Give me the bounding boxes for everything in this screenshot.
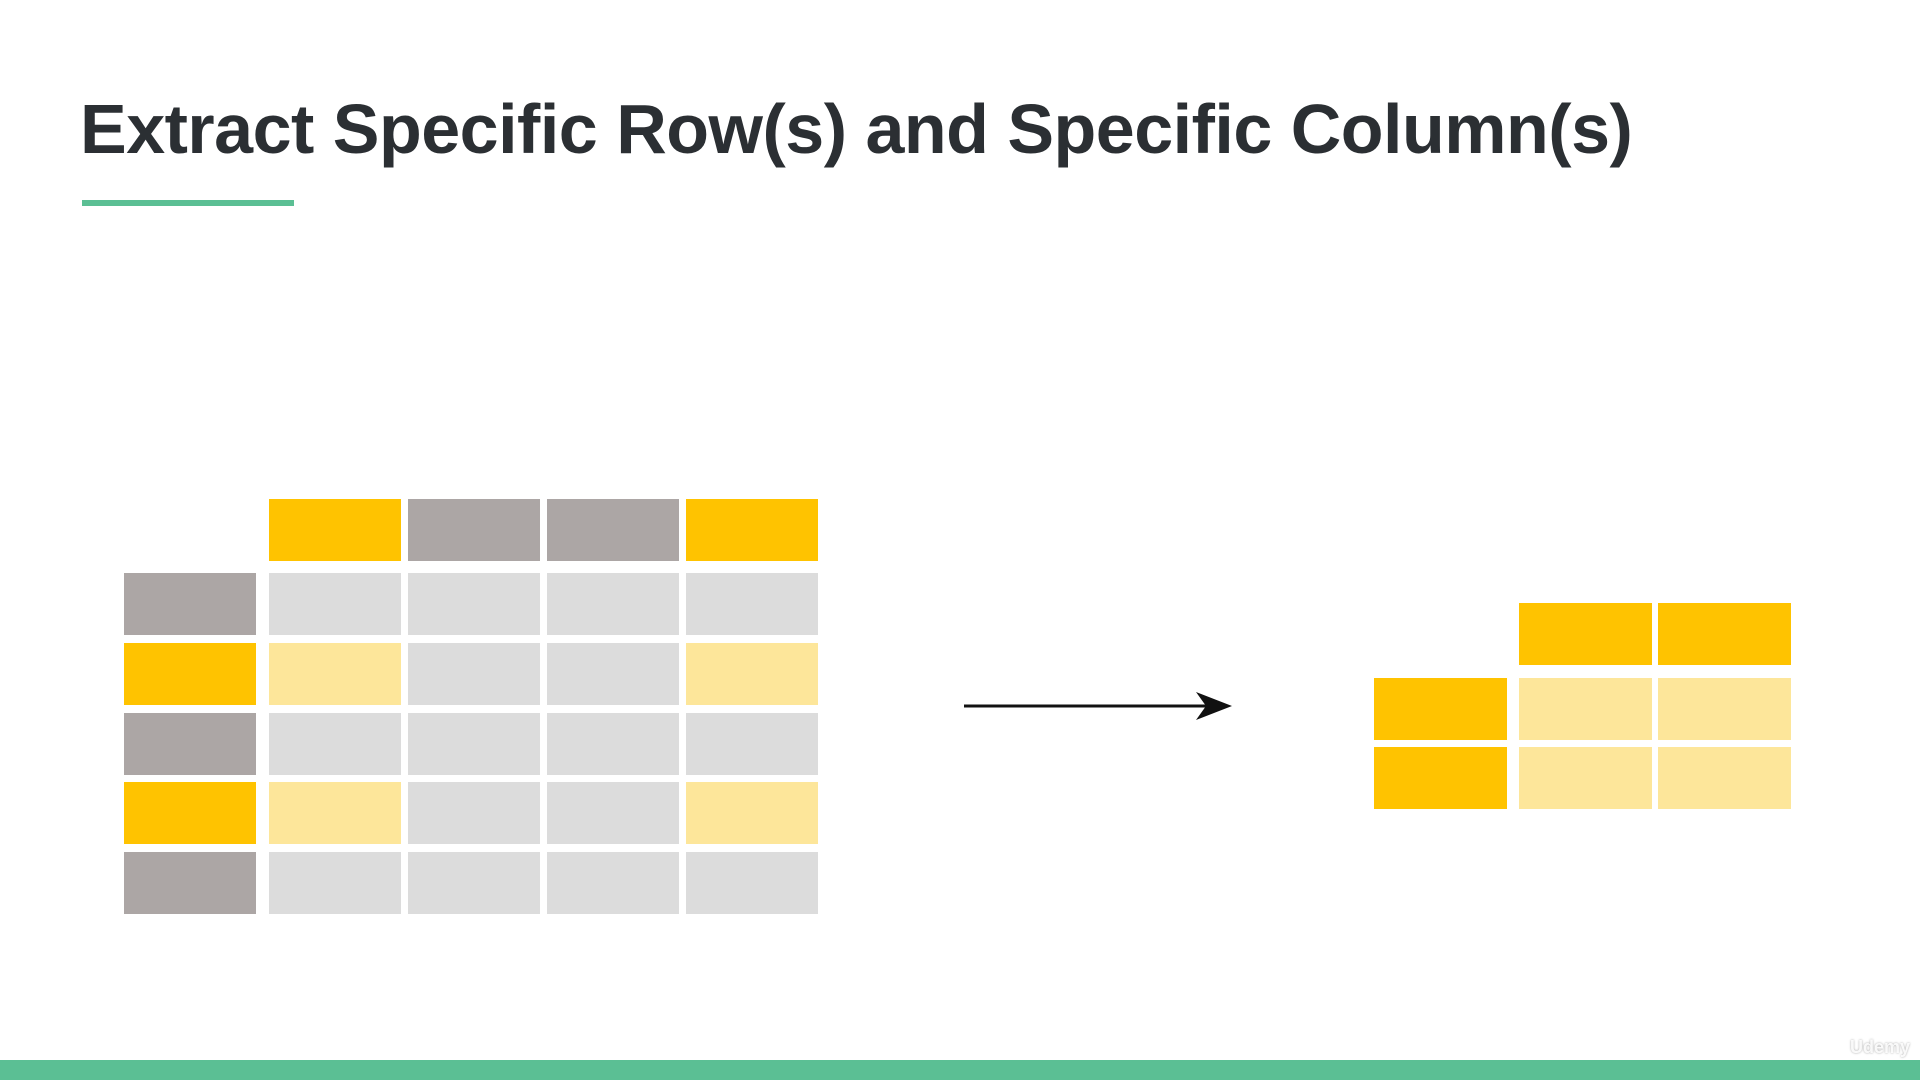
table-cell xyxy=(269,782,401,844)
result-table-cell xyxy=(1658,747,1791,809)
column-header-cell xyxy=(408,499,540,561)
table-cell xyxy=(408,643,540,705)
result-table-cell xyxy=(1519,678,1652,740)
udemy-logo-icon: Udemy xyxy=(1850,1037,1910,1058)
table-cell xyxy=(269,643,401,705)
result-row-index-cell xyxy=(1374,747,1507,809)
row-index-cell xyxy=(124,852,256,914)
row-index-cell xyxy=(124,713,256,775)
table-cell xyxy=(547,782,679,844)
table-cell xyxy=(269,852,401,914)
table-cell xyxy=(686,573,818,635)
table-cell xyxy=(547,852,679,914)
table-cell xyxy=(269,713,401,775)
result-column-header-cell xyxy=(1519,603,1652,665)
arrow-right-icon xyxy=(964,692,1232,720)
row-index-cell xyxy=(124,782,256,844)
column-header-cell xyxy=(269,499,401,561)
table-cell xyxy=(408,713,540,775)
column-header-cell xyxy=(686,499,818,561)
table-cell xyxy=(408,782,540,844)
table-cell xyxy=(686,643,818,705)
table-cell xyxy=(547,643,679,705)
watermark-text: Udemy xyxy=(1849,1037,1910,1057)
row-index-cell xyxy=(124,643,256,705)
result-column-header-cell xyxy=(1658,603,1791,665)
result-table-cell xyxy=(1519,747,1652,809)
table-cell xyxy=(408,573,540,635)
table-cell xyxy=(408,852,540,914)
result-table-cell xyxy=(1658,678,1791,740)
table-cell xyxy=(269,573,401,635)
table-cell xyxy=(686,852,818,914)
title-underline xyxy=(82,200,294,206)
bottom-accent-bar xyxy=(0,1060,1920,1080)
table-cell xyxy=(547,713,679,775)
table-cell xyxy=(686,782,818,844)
table-cell xyxy=(686,713,818,775)
slide-title: Extract Specific Row(s) and Specific Col… xyxy=(80,90,1633,168)
result-row-index-cell xyxy=(1374,678,1507,740)
row-index-cell xyxy=(124,573,256,635)
table-cell xyxy=(547,573,679,635)
column-header-cell xyxy=(547,499,679,561)
